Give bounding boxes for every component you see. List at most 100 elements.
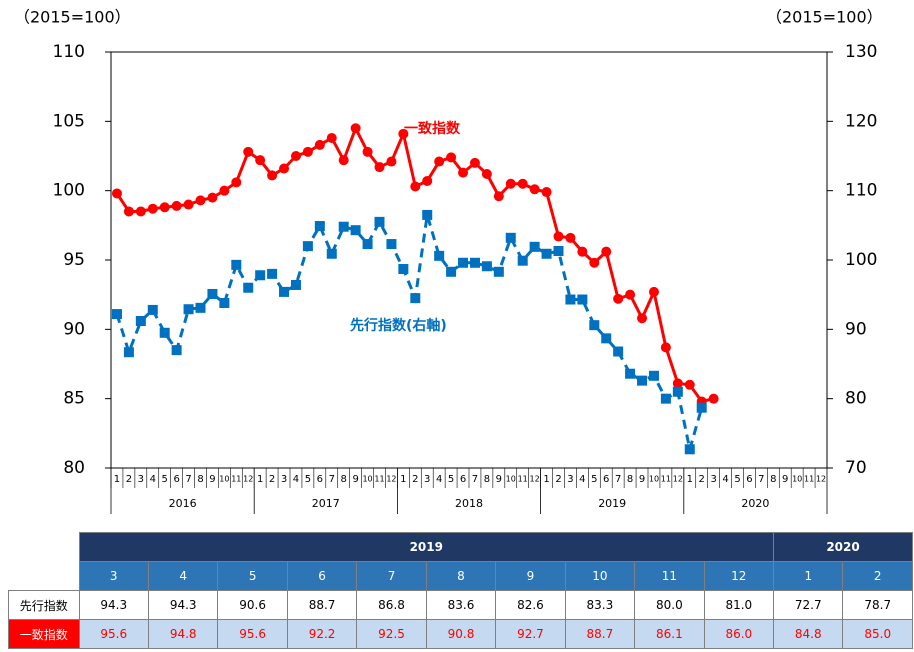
x-tick-label: 7 <box>758 474 764 485</box>
marker <box>446 152 457 163</box>
table-cell: 86.8 <box>356 590 427 620</box>
marker <box>123 206 134 217</box>
marker <box>195 302 206 313</box>
month-header: 3 <box>78 561 149 591</box>
marker <box>386 156 397 167</box>
x-tick-label: 3 <box>710 474 716 485</box>
marker <box>613 293 624 304</box>
x-tick-label: 8 <box>770 474 776 485</box>
marker <box>350 123 361 134</box>
marker <box>314 221 325 232</box>
row-label: 先行指数 <box>8 590 80 620</box>
month-header: 7 <box>356 561 427 591</box>
x-tick-label: 9 <box>352 474 358 485</box>
x-tick-label: 5 <box>448 474 454 485</box>
marker <box>255 270 266 281</box>
marker <box>290 279 301 290</box>
marker <box>541 248 552 259</box>
y-tick-label: 95 <box>63 250 85 270</box>
marker <box>660 393 671 404</box>
x-tick-label: 3 <box>424 474 430 485</box>
marker <box>123 347 134 358</box>
month-header: 4 <box>147 561 219 591</box>
marker <box>111 309 122 320</box>
marker <box>637 375 648 386</box>
year-label: 2017 <box>312 497 340 510</box>
x-tick-label: 7 <box>329 474 335 485</box>
corner-cell <box>8 532 79 562</box>
x-tick-label: 8 <box>341 474 347 485</box>
table-row: 先行指数 94.3 94.3 90.6 88.7 86.8 83.6 82.6 83.3 80.0… <box>8 590 913 620</box>
x-tick-label: 6 <box>317 474 323 485</box>
marker <box>314 139 325 150</box>
x-tick-label: 8 <box>197 474 203 485</box>
x-tick-label: 11 <box>374 475 384 484</box>
marker <box>660 342 671 353</box>
year-header: 2020 <box>773 532 913 562</box>
marker <box>708 393 719 404</box>
x-tick-label: 11 <box>804 475 814 484</box>
x-tick-label: 1 <box>257 474 263 485</box>
y-tick-label: 90 <box>63 319 85 339</box>
y2-tick-label: 110 <box>845 181 877 201</box>
marker <box>577 246 588 257</box>
table-cell: 81.0 <box>703 590 775 620</box>
marker <box>696 402 707 413</box>
x-tick-label: 3 <box>281 474 287 485</box>
marker <box>338 221 349 232</box>
year-header: 2019 <box>78 532 775 562</box>
x-tick-label: 10 <box>506 475 516 484</box>
table-cell: 80.0 <box>634 590 705 620</box>
table-cell: 90.6 <box>217 590 288 620</box>
x-tick-label: 5 <box>162 474 168 485</box>
y-tick-label: 105 <box>53 111 85 131</box>
table-cell: 84.8 <box>773 619 844 649</box>
month-header: 8 <box>425 561 497 591</box>
marker <box>290 151 301 161</box>
table-cell: 92.7 <box>495 619 566 649</box>
x-tick-label: 10 <box>219 475 229 484</box>
marker <box>434 156 445 167</box>
marker <box>625 289 636 300</box>
marker <box>553 245 564 256</box>
marker <box>458 167 469 178</box>
marker <box>446 266 457 277</box>
month-header: 5 <box>217 561 288 591</box>
marker <box>171 345 182 356</box>
marker <box>469 157 480 168</box>
x-tick-label: 5 <box>734 474 740 485</box>
marker <box>171 200 182 211</box>
table-cell: 86.1 <box>634 619 705 649</box>
x-tick-label: 1 <box>400 474 406 485</box>
month-header: 9 <box>495 561 566 591</box>
series-annotation: 先行指数(右軸) <box>350 317 447 334</box>
year-label: 2018 <box>455 497 483 510</box>
marker <box>183 304 194 315</box>
x-tick-label: 12 <box>816 475 826 484</box>
corner-cell <box>8 561 79 591</box>
y2-tick-label: 120 <box>845 111 877 131</box>
marker <box>362 239 373 250</box>
marker <box>493 266 504 277</box>
marker <box>422 175 433 186</box>
y2-tick-label: 130 <box>845 42 877 62</box>
marker <box>613 346 624 357</box>
x-tick-label: 6 <box>460 474 466 485</box>
marker <box>517 178 528 189</box>
x-tick-label: 2 <box>555 474 561 485</box>
marker <box>529 184 540 195</box>
month-header: 12 <box>703 561 775 591</box>
marker <box>135 316 146 327</box>
x-tick-label: 2 <box>126 474 132 485</box>
x-tick-label: 1 <box>687 474 693 485</box>
marker <box>147 304 158 315</box>
marker <box>243 282 254 293</box>
x-tick-label: 1 <box>543 474 549 485</box>
x-tick-label: 5 <box>305 474 311 485</box>
table-row: 2019 2020 <box>8 532 913 562</box>
x-tick-label: 4 <box>579 474 585 485</box>
marker <box>267 170 278 181</box>
x-tick-label: 3 <box>567 474 573 485</box>
marker <box>207 288 218 299</box>
marker <box>469 257 480 268</box>
